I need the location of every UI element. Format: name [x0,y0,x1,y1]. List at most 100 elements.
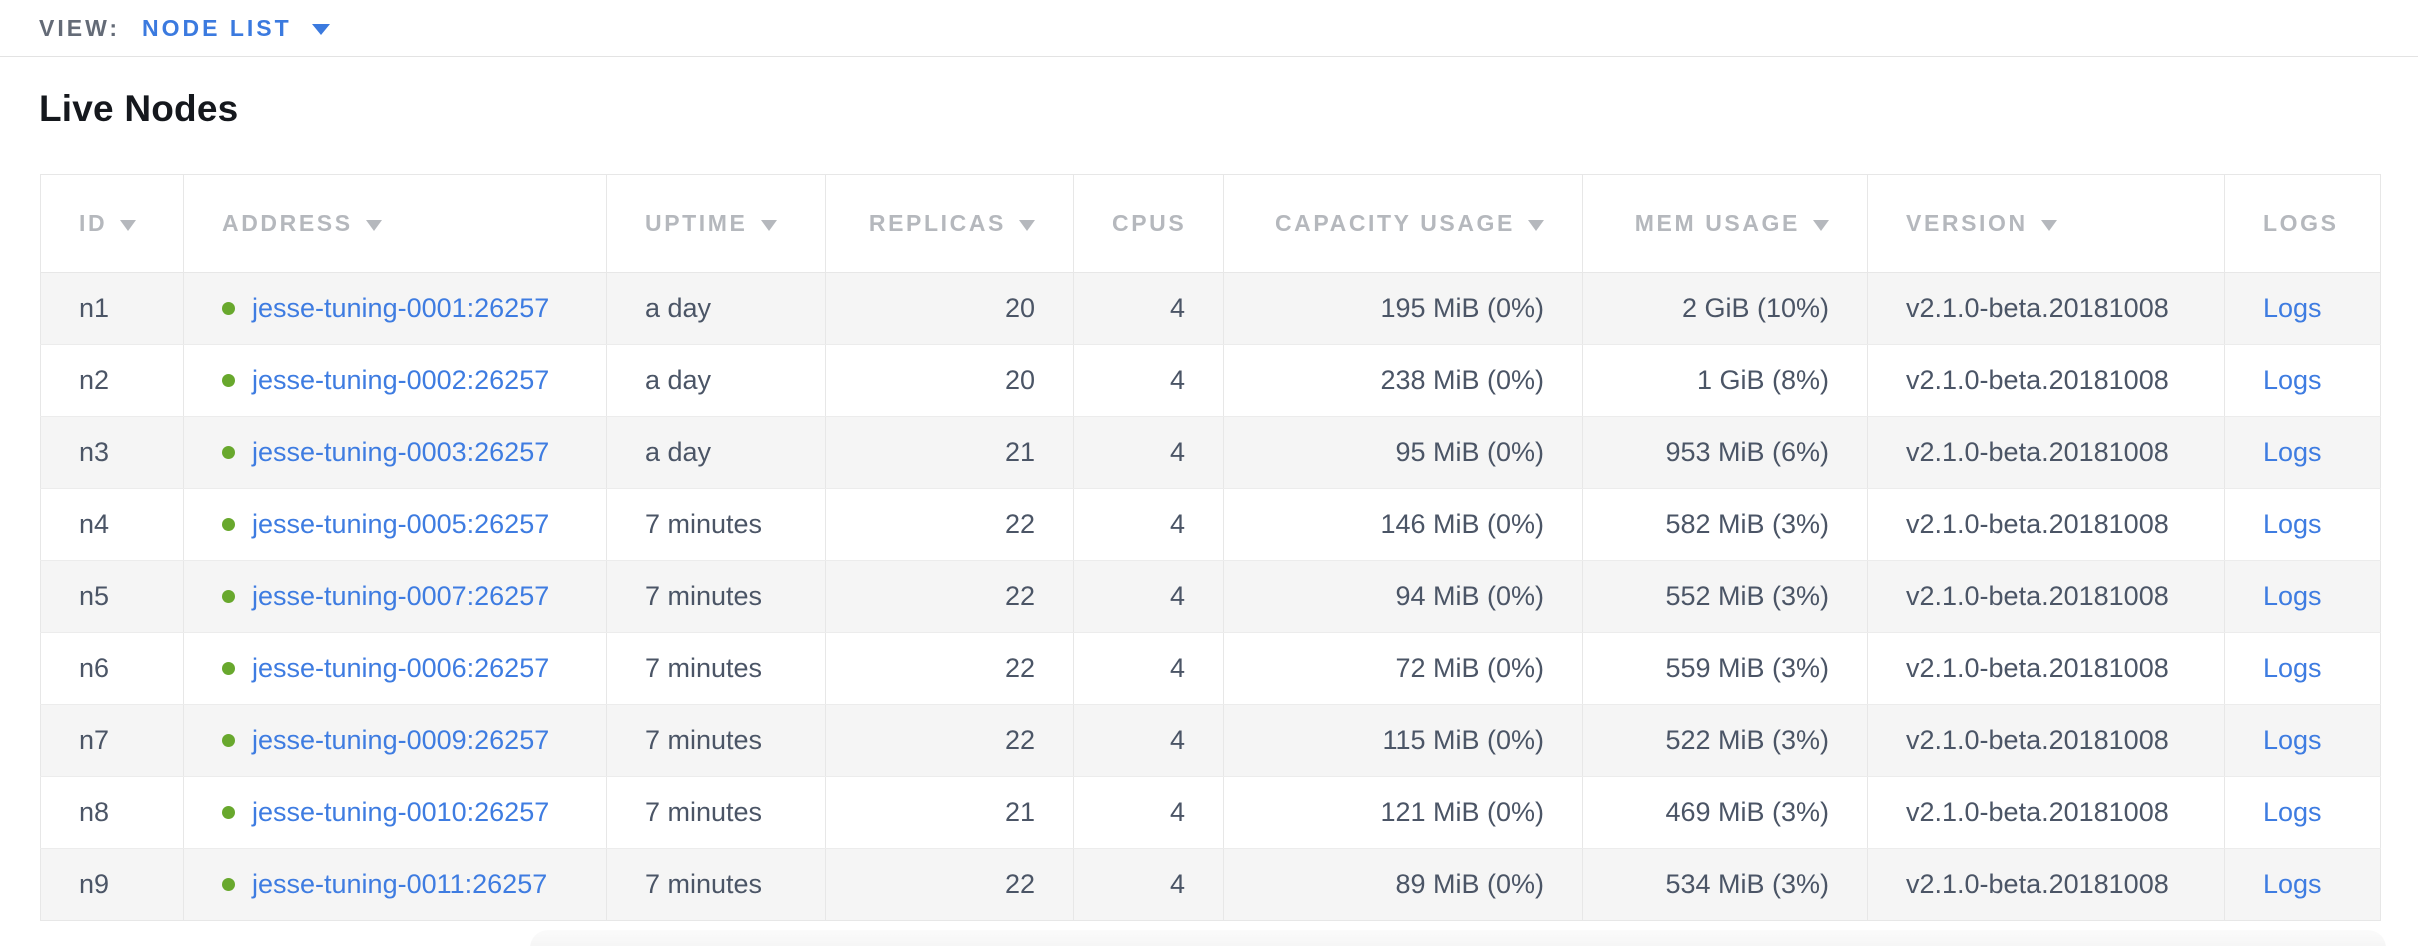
node-id-cell-value: n3 [79,437,110,467]
node-replicas-cell-value: 21 [1004,797,1035,827]
view-selector-dropdown[interactable]: NODE LIST [142,15,330,42]
node-version-cell: v2.1.0-beta.20181008 [1867,488,2225,561]
logs-link[interactable]: Logs [2263,509,2322,539]
node-replicas-cell: 22 [825,560,1074,633]
column-header-capacity-usage[interactable]: CAPACITY USAGE [1223,174,1583,273]
column-header-label: REPLICAS [868,210,1006,236]
node-version-cell-value: v2.1.0-beta.20181008 [1906,725,2169,755]
live-nodes-table: ID ADDRESS UPTIME REPLICAS CPUS CAPACITY USAG… [40,174,2381,921]
node-cpus-cell-value: 4 [1169,869,1185,899]
column-header-mem-usage[interactable]: MEM USAGE [1582,174,1868,273]
node-mem-usage-cell-value: 559 MiB (3%) [1665,653,1829,683]
table-row: n9 jesse-tuning-0011:26257 7 minutes 22 4 89 … [40,848,2381,921]
node-replicas-cell: 21 [825,776,1074,849]
node-replicas-cell-value: 22 [1004,509,1035,539]
view-label: VIEW: [39,14,121,41]
node-replicas-cell-value: 22 [1004,725,1035,755]
node-cpus-cell: 4 [1073,344,1224,417]
node-live-status-dot-icon [222,374,235,387]
sort-desc-icon [760,220,777,231]
node-cpus-cell: 4 [1073,272,1224,345]
column-header-version[interactable]: VERSION [1867,174,2225,273]
node-mem-usage-cell: 582 MiB (3%) [1582,488,1868,561]
node-capacity-usage-cell: 146 MiB (0%) [1223,488,1583,561]
node-address-link[interactable]: jesse-tuning-0003:26257 [252,437,550,467]
logs-link[interactable]: Logs [2263,725,2322,755]
node-cpus-cell: 4 [1073,776,1224,849]
node-mem-usage-cell-value: 1 GiB (8%) [1696,365,1829,395]
node-uptime-cell: 7 minutes [606,488,826,561]
column-header-logs: LOGS [2224,174,2381,273]
node-replicas-cell: 20 [825,344,1074,417]
node-capacity-usage-cell-value: 195 MiB (0%) [1380,293,1544,323]
node-address-link[interactable]: jesse-tuning-0009:26257 [252,725,550,755]
node-address-link[interactable]: jesse-tuning-0010:26257 [252,797,550,827]
sort-desc-icon [1019,220,1035,231]
node-uptime-cell-value: 7 minutes [645,725,763,755]
node-capacity-usage-cell-value: 95 MiB (0%) [1395,437,1544,467]
node-logs-cell: Logs [2224,560,2381,633]
node-capacity-usage-cell-value: 115 MiB (0%) [1382,725,1544,755]
page-title: Live Nodes [39,88,239,129]
node-address-link[interactable]: jesse-tuning-0005:26257 [252,509,550,539]
node-cpus-cell-value: 4 [1169,293,1185,323]
column-header-uptime[interactable]: UPTIME [606,174,826,273]
node-id-cell: n2 [40,344,184,417]
node-live-status-dot-icon [222,734,235,747]
column-header-cpus: CPUS [1073,174,1224,273]
node-mem-usage-cell-value: 953 MiB (6%) [1665,437,1829,467]
node-cpus-cell-value: 4 [1169,725,1185,755]
node-capacity-usage-cell: 72 MiB (0%) [1223,632,1583,705]
logs-link[interactable]: Logs [2263,581,2322,611]
column-header-replicas[interactable]: REPLICAS [825,174,1074,273]
column-header-id[interactable]: ID [40,174,184,273]
node-address-link[interactable]: jesse-tuning-0006:26257 [252,653,550,683]
node-uptime-cell-value: a day [645,365,712,395]
node-address-link[interactable]: jesse-tuning-0011:26257 [252,869,548,899]
node-version-cell: v2.1.0-beta.20181008 [1867,632,2225,705]
view-selected-value: NODE LIST [142,14,292,41]
node-address-link[interactable]: jesse-tuning-0001:26257 [252,293,550,323]
node-mem-usage-cell: 559 MiB (3%) [1582,632,1868,705]
node-logs-cell: Logs [2224,704,2381,777]
logs-link[interactable]: Logs [2263,653,2322,683]
node-replicas-cell-value: 22 [1004,581,1035,611]
node-cpus-cell-value: 4 [1169,653,1185,683]
node-cpus-cell-value: 4 [1169,797,1185,827]
logs-link[interactable]: Logs [2263,869,2322,899]
node-mem-usage-cell-value: 552 MiB (3%) [1665,581,1829,611]
node-mem-usage-cell: 1 GiB (8%) [1582,344,1868,417]
node-replicas-cell-value: 22 [1004,869,1035,899]
node-replicas-cell: 21 [825,416,1074,489]
node-address-cell: jesse-tuning-0006:26257 [183,632,607,705]
node-id-cell: n7 [40,704,184,777]
node-replicas-cell: 22 [825,704,1074,777]
node-live-status-dot-icon [222,806,235,819]
logs-link[interactable]: Logs [2263,293,2322,323]
column-header-label: CPUS [1112,210,1187,236]
column-header-address[interactable]: ADDRESS [183,174,607,273]
node-mem-usage-cell: 534 MiB (3%) [1582,848,1868,921]
node-address-cell: jesse-tuning-0010:26257 [183,776,607,849]
node-replicas-cell: 22 [825,488,1074,561]
logs-link[interactable]: Logs [2263,365,2322,395]
node-capacity-usage-cell-value: 94 MiB (0%) [1395,581,1544,611]
node-id-cell: n8 [40,776,184,849]
column-header-label: VERSION [1906,210,2028,236]
node-cpus-cell: 4 [1073,488,1224,561]
node-address-link[interactable]: jesse-tuning-0007:26257 [252,581,550,611]
node-capacity-usage-cell-value: 72 MiB (0%) [1395,653,1544,683]
node-capacity-usage-cell-value: 146 MiB (0%) [1380,509,1544,539]
node-uptime-cell: a day [606,272,826,345]
node-id-cell: n1 [40,272,184,345]
logs-link[interactable]: Logs [2263,797,2322,827]
column-header-label: UPTIME [645,210,748,236]
node-address-link[interactable]: jesse-tuning-0002:26257 [252,365,550,395]
node-capacity-usage-cell: 94 MiB (0%) [1223,560,1583,633]
node-logs-cell: Logs [2224,776,2381,849]
table-row: n3 jesse-tuning-0003:26257 a day 21 4 95 MiB … [40,416,2381,489]
logs-link[interactable]: Logs [2263,437,2322,467]
node-logs-cell: Logs [2224,488,2381,561]
node-uptime-cell-value: 7 minutes [645,653,763,683]
node-capacity-usage-cell: 115 MiB (0%) [1223,704,1583,777]
